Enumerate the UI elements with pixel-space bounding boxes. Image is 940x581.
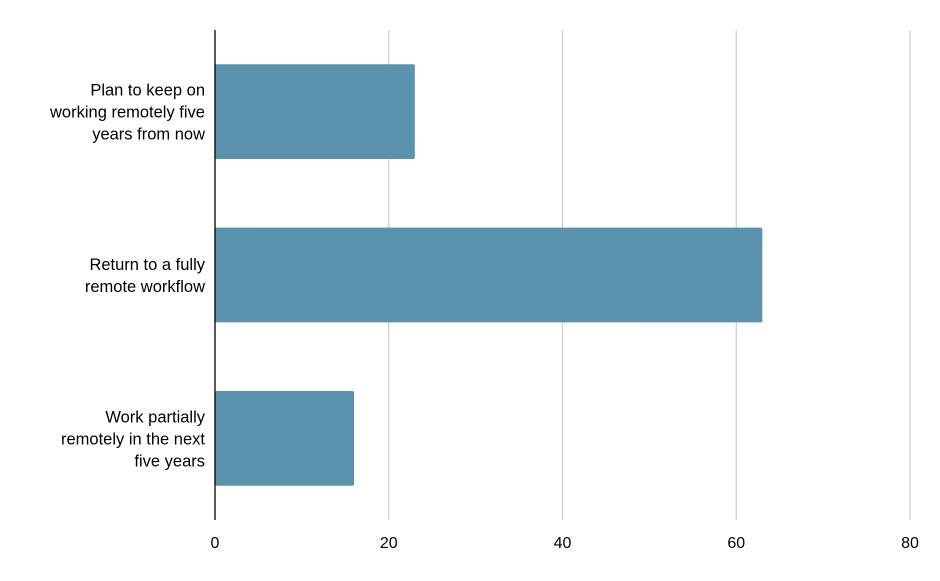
bars bbox=[215, 64, 763, 486]
labels: 0 20 40 60 80 Plan to keep on working remotely… bbox=[49, 82, 919, 552]
x-tick-label-20: 20 bbox=[380, 535, 398, 552]
bar-2 bbox=[215, 227, 763, 323]
category-label-line: five years bbox=[134, 452, 205, 470]
category-label-line: Return to a fully bbox=[89, 256, 205, 274]
category-label-1: Plan to keep on working remotely five year… bbox=[49, 82, 205, 144]
category-label-line: remotely in the next bbox=[61, 430, 205, 448]
x-tick-label-0: 0 bbox=[211, 535, 220, 552]
x-tick-label-40: 40 bbox=[554, 535, 572, 552]
category-label-line: Work partially bbox=[105, 408, 205, 426]
category-label-line: remote workflow bbox=[85, 278, 205, 296]
category-label-line: years from now bbox=[92, 126, 205, 144]
bar-1 bbox=[215, 64, 415, 160]
category-label-3: Work partially remotely in the next five y… bbox=[61, 408, 206, 470]
category-label-line: working remotely five bbox=[49, 104, 205, 122]
x-tick-label-80: 80 bbox=[901, 535, 919, 552]
x-tick-label-60: 60 bbox=[727, 535, 745, 552]
bar-3 bbox=[215, 390, 354, 486]
category-label-line: Plan to keep on bbox=[90, 82, 205, 100]
category-label-2: Return to a fully remote workflow bbox=[85, 256, 206, 296]
